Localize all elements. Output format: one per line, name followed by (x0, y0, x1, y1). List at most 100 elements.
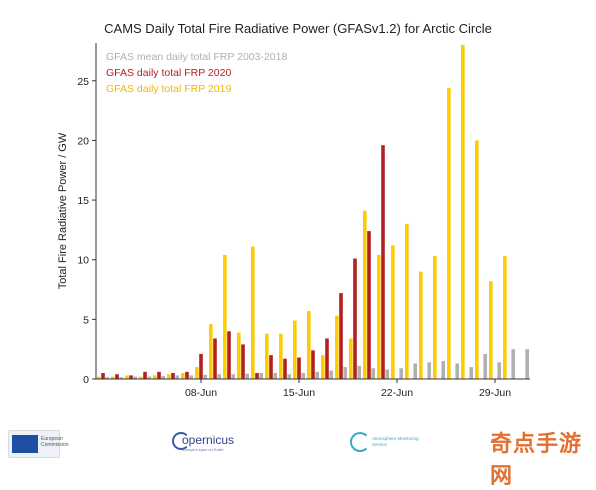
bar-mean (497, 362, 501, 379)
bar-2019 (153, 375, 157, 379)
bar-2020 (241, 344, 245, 379)
bar-mean (427, 362, 431, 379)
bar-2019 (307, 311, 311, 379)
bar-2020 (227, 331, 231, 379)
axes: 0 5 10 15 20 25 08-Jun 15-Jun 22-Jun 29-Jun (77, 43, 530, 399)
bar-2019 (97, 376, 101, 379)
x-tick-label: 29-Jun (479, 387, 511, 399)
bar-mean (469, 367, 473, 379)
bar-2019 (237, 332, 241, 379)
bar-2019 (111, 376, 115, 379)
bar-mean (119, 377, 123, 379)
x-tick-label: 15-Jun (283, 387, 315, 399)
bar-2020 (101, 373, 105, 379)
bar-mean (455, 363, 459, 379)
bar-mean (483, 353, 487, 379)
bar-2019 (335, 315, 339, 379)
eu-logo: European Commission (8, 430, 69, 458)
bar-mean (525, 349, 529, 379)
bar-2020 (353, 258, 357, 379)
bar-mean (329, 370, 333, 379)
bar-2019 (279, 333, 283, 379)
bar-mean (245, 373, 249, 379)
copernicus-c-icon (172, 432, 190, 450)
copernicus-sub: Europe's eyes on Earth (182, 447, 224, 452)
bar-2019 (405, 223, 409, 379)
bar-2019 (419, 271, 423, 379)
bar-mean (203, 374, 207, 379)
legend-entry: GFAS daily total FRP 2019 (106, 83, 231, 95)
bar-mean (259, 373, 263, 379)
bar-mean (399, 368, 403, 379)
bar-2019 (223, 254, 227, 379)
bar-2019 (265, 333, 269, 379)
bar-2019 (181, 373, 185, 379)
bar-mean (217, 374, 221, 379)
chart-title: CAMS Daily Total Fire Radiative Power (G… (104, 21, 492, 36)
watermark: 奇点手游网 (490, 426, 590, 488)
bar-2020 (157, 371, 161, 379)
bar-2020 (115, 374, 119, 379)
bar-2019 (349, 338, 353, 379)
bar-mean (189, 375, 193, 379)
bar-2019 (209, 324, 213, 379)
bar-mean (413, 363, 417, 379)
bar-mean (273, 373, 277, 379)
x-tick-label: 22-Jun (381, 387, 413, 399)
bar-2020 (283, 358, 287, 379)
bar-2020 (339, 293, 343, 379)
bar-mean (161, 376, 165, 379)
bar-2019 (363, 210, 367, 379)
bar-mean (441, 361, 445, 379)
bar-mean (301, 373, 305, 379)
bar-2019 (251, 246, 255, 379)
bar-mean (105, 377, 109, 379)
bar-2019 (195, 367, 199, 379)
bar-2020 (381, 145, 385, 379)
footer: European Commission opernicus Europe's e… (0, 418, 596, 488)
bar-mean (147, 376, 151, 379)
bar-2019 (167, 374, 171, 379)
bar-2020 (255, 373, 259, 379)
bar-2019 (391, 245, 395, 379)
bar-mean (511, 349, 515, 379)
watermark-text: 奇点手游网 (490, 431, 583, 488)
bar-mean (343, 367, 347, 379)
bar-2019 (377, 254, 381, 379)
eu-text: European Commission (41, 436, 69, 448)
bar-2019 (125, 375, 129, 379)
y-tick-label: 0 (83, 374, 89, 386)
bar-mean (231, 374, 235, 379)
bar-2020 (143, 371, 147, 379)
bar-mean (133, 376, 137, 379)
bar-mean (175, 375, 179, 379)
ams-text: Atmosphere Monitoring Service (372, 436, 419, 447)
y-tick-label: 15 (77, 195, 89, 207)
bar-2019 (321, 355, 325, 379)
bar-2019 (503, 256, 507, 379)
bar-2020 (325, 338, 329, 379)
y-tick-label: 5 (83, 314, 89, 326)
legend-entry: GFAS mean daily total FRP 2003-2018 (106, 51, 287, 63)
bar-mean (371, 368, 375, 379)
x-tick-label: 08-Jun (185, 387, 217, 399)
y-tick-label: 25 (77, 76, 89, 88)
y-axis-label: Total Fire Radiative Power / GW (57, 132, 69, 289)
chart: CAMS Daily Total Fire Radiative Power (G… (57, 21, 530, 399)
bar-2020 (129, 375, 133, 379)
bar-mean (315, 371, 319, 379)
bar-2019 (475, 140, 479, 379)
bar-2019 (461, 45, 465, 379)
bar-2019 (139, 376, 143, 379)
bar-2019 (447, 87, 451, 379)
bar-2020 (297, 357, 301, 379)
bar-2019 (433, 256, 437, 379)
bar-mean (385, 369, 389, 379)
bar-2020 (311, 350, 315, 379)
bar-2019 (489, 281, 493, 379)
bar-mean (287, 374, 291, 379)
copernicus-text: opernicus (182, 433, 235, 447)
bar-2020 (185, 371, 189, 379)
bar-2020 (199, 353, 203, 379)
eu-flag-icon (12, 435, 38, 453)
